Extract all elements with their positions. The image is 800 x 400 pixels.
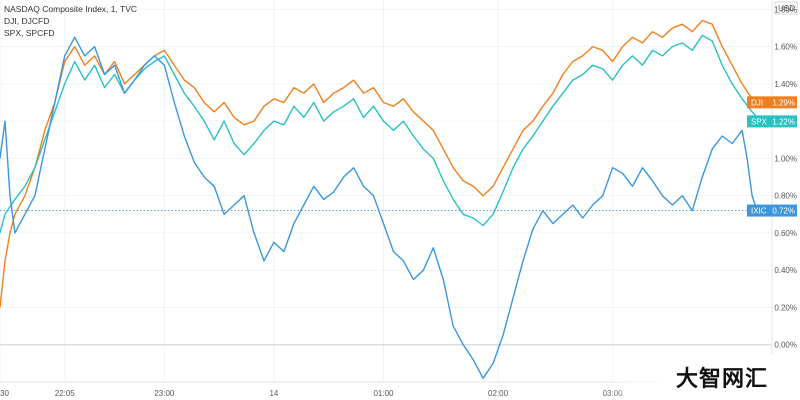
- last-value-badge-spx: [747, 115, 797, 128]
- y-tick-label: 1.40%: [774, 80, 797, 89]
- last-value-name-dji: DJI: [751, 98, 763, 107]
- series-line-spx: [0, 34, 758, 234]
- last-value-badge-dji: [747, 96, 797, 109]
- x-tick-label: 30: [0, 389, 9, 398]
- y-tick-label: 1.80%: [774, 5, 797, 14]
- legend-entry-nasdaq[interactable]: NASDAQ Composite Index, 1, TVC: [4, 4, 138, 14]
- y-tick-label: 1.60%: [774, 43, 797, 52]
- x-tick-label: 02:00: [488, 389, 509, 398]
- y-tick-label: 0.00%: [774, 341, 797, 350]
- currency-box: [774, 1, 798, 15]
- legend: NASDAQ Composite Index, 1, TVC DJI, DJCF…: [4, 3, 137, 39]
- y-tick-label: 1.00%: [774, 154, 797, 163]
- y-tick-label: 0.40%: [774, 266, 797, 275]
- watermark: 大智网汇: [600, 354, 800, 400]
- last-value-badge-ixic: [747, 204, 797, 217]
- series-line-dji: [0, 19, 758, 308]
- legend-entry-dji[interactable]: DJI, DJCFD: [4, 16, 50, 26]
- watermark-text: 大智网汇: [675, 367, 768, 392]
- x-tick-label: 23:00: [154, 389, 175, 398]
- last-value-ixic: 0.72%: [772, 207, 795, 216]
- last-value-name-ixic: IXIC: [751, 207, 767, 216]
- y-tick-label: 0.60%: [774, 229, 797, 238]
- x-tick-label: 01:00: [373, 389, 394, 398]
- y-tick-label: 0.20%: [774, 303, 797, 312]
- legend-entry-spx[interactable]: SPX, SPCFD: [4, 28, 55, 38]
- y-tick-label: 0.80%: [774, 192, 797, 201]
- x-tick-label: 14: [269, 389, 278, 398]
- last-value-dji: 1.29%: [772, 98, 795, 107]
- series-line-ixic: [0, 36, 758, 379]
- last-value-spx: 1.22%: [772, 117, 795, 126]
- x-tick-label: 22:05: [55, 389, 76, 398]
- last-value-name-spx: SPX: [751, 117, 768, 126]
- currency-label: USD: [778, 4, 795, 13]
